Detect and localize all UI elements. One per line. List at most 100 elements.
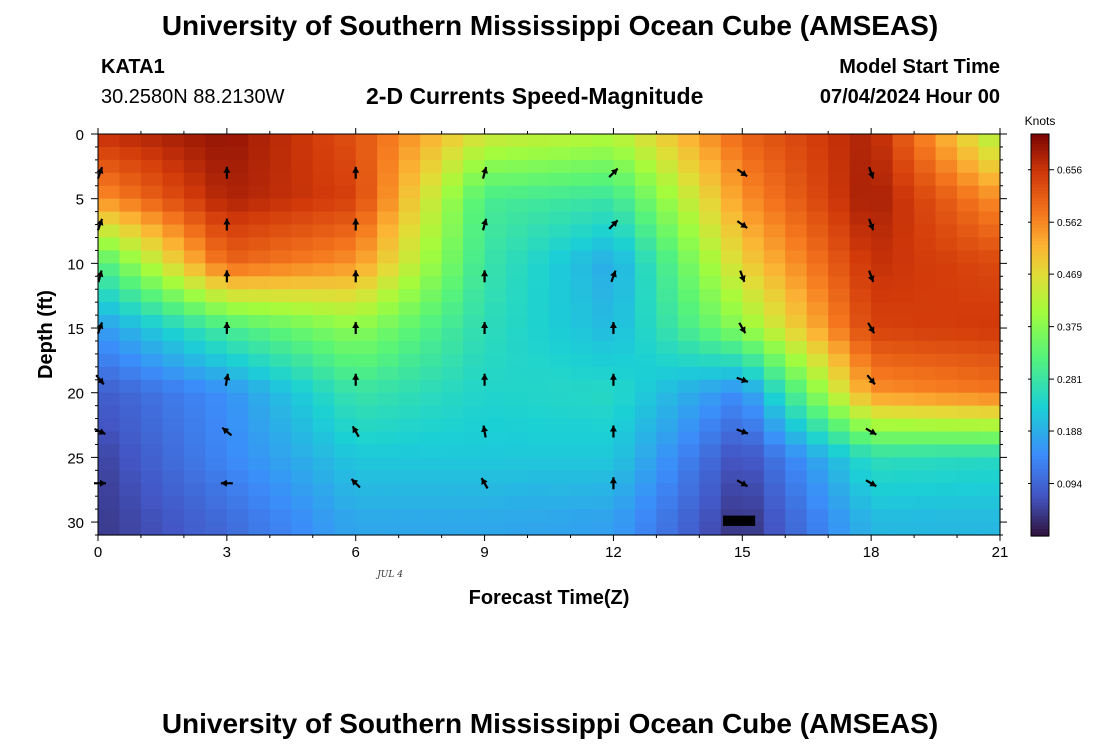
heatmap-cell (269, 328, 292, 342)
heatmap-cell (312, 366, 335, 381)
heatmap-cell (806, 405, 829, 420)
heatmap-cell (484, 134, 507, 148)
heatmap-cell (699, 444, 722, 458)
x-tick-label: 0 (94, 544, 102, 561)
heatmap-cell (591, 250, 615, 264)
heatmap-cell (613, 146, 636, 161)
y-tick-label: 20 (67, 386, 84, 403)
heatmap-cell (935, 405, 958, 420)
heatmap-cell (312, 379, 335, 394)
colorbar-segment (1031, 345, 1049, 349)
colorbar-segment (1031, 331, 1049, 336)
heatmap-cell (957, 289, 980, 303)
current-vector-head (610, 220, 618, 228)
heatmap-cell (806, 315, 829, 329)
heatmap-cell (248, 328, 271, 342)
heatmap-cell (527, 185, 550, 200)
heatmap-cell (720, 328, 743, 342)
heatmap-cell (570, 509, 593, 523)
current-vector-head (481, 425, 489, 433)
current-vector-head (352, 218, 360, 225)
heatmap-cell (162, 224, 185, 239)
heatmap-cell (140, 379, 164, 394)
heatmap-cell (892, 470, 915, 484)
heatmap-cell (269, 483, 292, 497)
heatmap-cell (763, 315, 786, 329)
heatmap-cell (420, 522, 443, 536)
heatmap-cell (892, 302, 915, 316)
heatmap-cell (871, 418, 894, 433)
heatmap-cell (269, 405, 292, 420)
heatmap-cell (549, 172, 572, 187)
colorbar-segment (1031, 268, 1049, 272)
heatmap-cell (527, 457, 550, 471)
colorbar-segment (1031, 284, 1049, 289)
heatmap-cell (420, 263, 443, 277)
heatmap-cell (806, 302, 829, 316)
station-id: KATA1 (101, 56, 165, 78)
heatmap-cell (591, 353, 615, 368)
heatmap-cell (978, 392, 1001, 407)
heatmap-cell (291, 444, 314, 458)
heatmap-cell (785, 418, 808, 433)
heatmap-cell (720, 405, 743, 420)
heatmap-cell (506, 340, 529, 355)
heatmap-cell (484, 379, 507, 394)
heatmap-cell (98, 263, 121, 277)
heatmap-cell (183, 457, 206, 471)
heatmap-cell (978, 263, 1001, 277)
heatmap-cell (291, 379, 314, 394)
heatmap-cell (914, 457, 937, 471)
colorbar-segment (1031, 492, 1049, 497)
heatmap-cell (892, 263, 915, 277)
colorbar-segment (1031, 281, 1049, 286)
heatmap-cell (785, 431, 808, 446)
heatmap-cell (914, 353, 937, 368)
heatmap-cell (119, 134, 142, 148)
heatmap-cell (935, 496, 958, 510)
colorbar-segment (1031, 211, 1049, 215)
heatmap-cell (98, 237, 121, 252)
heatmap-cell (484, 315, 507, 329)
heatmap-cell (248, 250, 271, 264)
heatmap-cell (355, 340, 378, 355)
heatmap-cell (591, 302, 615, 316)
heatmap-cell (506, 159, 529, 174)
heatmap-cell (420, 444, 443, 458)
colorbar-segment (1031, 499, 1049, 504)
heatmap-cell (785, 146, 808, 161)
heatmap-cell (312, 198, 335, 213)
heatmap-cell (441, 302, 464, 316)
heatmap-cell (849, 211, 872, 226)
heatmap-cell (484, 457, 507, 471)
heatmap-cell (484, 276, 507, 290)
heatmap-cell (398, 483, 421, 497)
heatmap-cell (355, 185, 378, 200)
heatmap-cell (871, 496, 894, 510)
heatmap-cell (140, 224, 164, 239)
heatmap-cell (613, 470, 636, 484)
current-vector-head (610, 270, 617, 278)
heatmap-cell (677, 483, 700, 497)
heatmap-cell (720, 237, 743, 252)
current-vector-head (96, 218, 104, 226)
heatmap-cell (140, 172, 164, 187)
heatmap-cell (914, 198, 937, 213)
heatmap-cell (656, 470, 679, 484)
heatmap-cell (549, 198, 572, 213)
heatmap-cell (763, 392, 786, 407)
heatmap-cell (549, 211, 572, 226)
heatmap-cell (398, 315, 421, 329)
heatmap-cell (570, 172, 593, 187)
heatmap-cell (463, 328, 486, 342)
heatmap-cell (871, 328, 894, 342)
heatmap-cell (656, 457, 679, 471)
heatmap-cell (785, 198, 808, 213)
current-vector-head (96, 270, 104, 278)
heatmap-cell (677, 159, 700, 174)
heatmap-cell (527, 522, 550, 536)
heatmap-cell (162, 353, 185, 368)
heatmap-cell (183, 496, 206, 510)
colorbar-segment (1031, 160, 1049, 165)
colorbar-segment (1031, 231, 1049, 236)
